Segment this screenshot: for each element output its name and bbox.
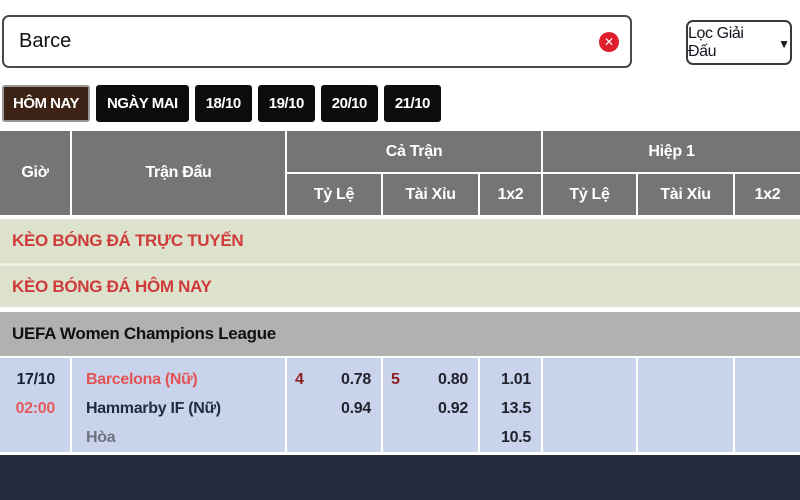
column-header-full-overunder: Tài Xỉu <box>383 174 478 215</box>
full-1x2-away-odds[interactable]: 13.5 <box>501 400 531 417</box>
full-under-odds[interactable]: 0.92 <box>438 400 468 417</box>
match-date: 17/10 <box>16 371 55 388</box>
clear-search-icon[interactable]: ✕ <box>599 31 619 52</box>
column-group-full-match: Cả Trận <box>287 131 541 172</box>
full-1x2-cell[interactable]: 1.01 13.5 10.5 <box>480 358 541 452</box>
column-header-full-odds: Tỷ Lệ <box>287 174 381 215</box>
banner-live-football-odds[interactable]: KÈO BÓNG ĐÁ TRỰC TUYẾN <box>0 219 800 263</box>
tab-19-10[interactable]: 19/10 <box>257 85 315 122</box>
full-1x2-draw-odds[interactable]: 10.5 <box>501 429 531 446</box>
banner-today-football-odds[interactable]: KÈO BÓNG ĐÁ HÔM NAY <box>0 263 800 307</box>
league-name-bar[interactable]: UEFA Women Champions League <box>0 312 800 356</box>
match-datetime-cell: 17/10 02:00 <box>0 358 70 452</box>
odds-table-header: Giờ Trận Đấu Cả Trận Hiệp 1 Tỷ Lệ Tài Xỉ… <box>0 131 800 215</box>
search-box: ✕ <box>2 15 632 68</box>
tab-21-10[interactable]: 21/10 <box>383 85 441 122</box>
chevron-down-icon: ▼ <box>778 36 790 51</box>
tab-tomorrow[interactable]: NGÀY MAI <box>95 85 189 122</box>
tab-today[interactable]: HÔM NAY <box>2 85 90 122</box>
full-handicap-home-odds[interactable]: 0.78 <box>341 371 371 388</box>
column-header-full-1x2: 1x2 <box>480 174 541 215</box>
full-overunder-line: 5 <box>391 371 400 388</box>
match-time: 02:00 <box>15 400 56 417</box>
column-header-half-overunder: Tài Xỉu <box>638 174 733 215</box>
search-input[interactable] <box>4 17 630 66</box>
full-handicap-cell[interactable]: 4 0.78 0.94 <box>287 358 381 452</box>
half-handicap-cell[interactable] <box>543 358 636 452</box>
column-header-match: Trận Đấu <box>72 131 285 215</box>
column-header-half-1x2: 1x2 <box>735 174 800 215</box>
date-tabs: HÔM NAY NGÀY MAI 18/10 19/10 20/10 21/10 <box>2 85 441 122</box>
home-team-name[interactable]: Barcelona (Nữ) <box>86 371 198 388</box>
full-over-odds[interactable]: 0.80 <box>438 371 468 388</box>
league-filter-dropdown[interactable]: Lọc Giải Đấu ▼ <box>686 20 792 65</box>
full-overunder-cell[interactable]: 5 0.80 0.92 <box>383 358 478 452</box>
match-teams-cell[interactable]: Barcelona (Nữ) Hammarby IF (Nữ) Hòa <box>72 358 285 452</box>
away-team-name[interactable]: Hammarby IF (Nữ) <box>86 400 221 417</box>
half-overunder-cell[interactable] <box>638 358 733 452</box>
tab-20-10[interactable]: 20/10 <box>320 85 378 122</box>
tab-18-10[interactable]: 18/10 <box>194 85 252 122</box>
column-header-half-odds: Tỷ Lệ <box>543 174 636 215</box>
category-banners: KÈO BÓNG ĐÁ TRỰC TUYẾN KÈO BÓNG ĐÁ HÔM N… <box>0 219 800 307</box>
match-row: 17/10 02:00 Barcelona (Nữ) Hammarby IF (… <box>0 358 800 452</box>
draw-label: Hòa <box>86 429 116 446</box>
column-header-time: Giờ <box>0 131 70 215</box>
full-handicap-line: 4 <box>295 371 304 388</box>
full-handicap-away-odds[interactable]: 0.94 <box>341 400 371 417</box>
column-group-first-half: Hiệp 1 <box>543 131 800 172</box>
full-1x2-home-odds[interactable]: 1.01 <box>501 371 531 388</box>
league-filter-label: Lọc Giải Đấu <box>688 24 744 60</box>
half-1x2-cell[interactable] <box>735 358 800 452</box>
footer-bar <box>0 455 800 500</box>
